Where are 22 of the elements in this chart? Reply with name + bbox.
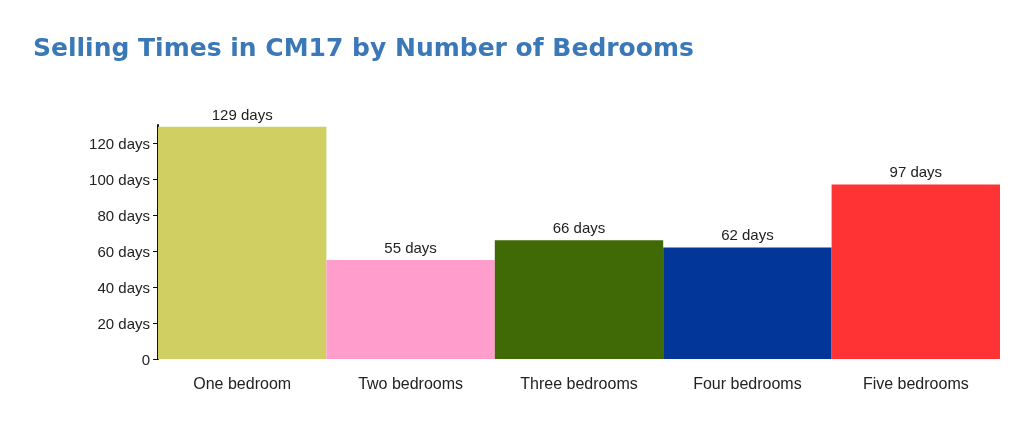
data-label: 55 days	[384, 239, 437, 256]
data-label: 62 days	[721, 226, 774, 244]
x-tick-label: Four bedrooms	[693, 374, 802, 392]
bar	[663, 247, 832, 359]
data-label: 97 days	[889, 163, 943, 181]
chart-title: Selling Times in CM17 by Number of Bedrooms	[33, 33, 694, 62]
x-tick-label: Two bedrooms	[358, 374, 464, 392]
y-tick-label: 40 days	[97, 278, 150, 296]
x-tick-label: One bedroom	[193, 374, 292, 392]
bar	[831, 184, 1000, 359]
y-tick-label: 20 days	[97, 314, 150, 332]
y-tick-label: 100 days	[89, 170, 150, 188]
x-tick-label: Five bedrooms	[862, 374, 969, 392]
y-tick-label: 120 days	[89, 134, 150, 152]
y-tick-label: 80 days	[97, 206, 150, 224]
data-label: 129 days	[211, 105, 273, 123]
data-label: 66 days	[552, 219, 606, 237]
y-tick-label: 60 days	[97, 242, 150, 260]
y-tick-label: 0	[141, 350, 150, 368]
x-tick-label: Three bedrooms	[520, 374, 638, 392]
bar	[494, 240, 664, 359]
bar	[326, 260, 495, 359]
